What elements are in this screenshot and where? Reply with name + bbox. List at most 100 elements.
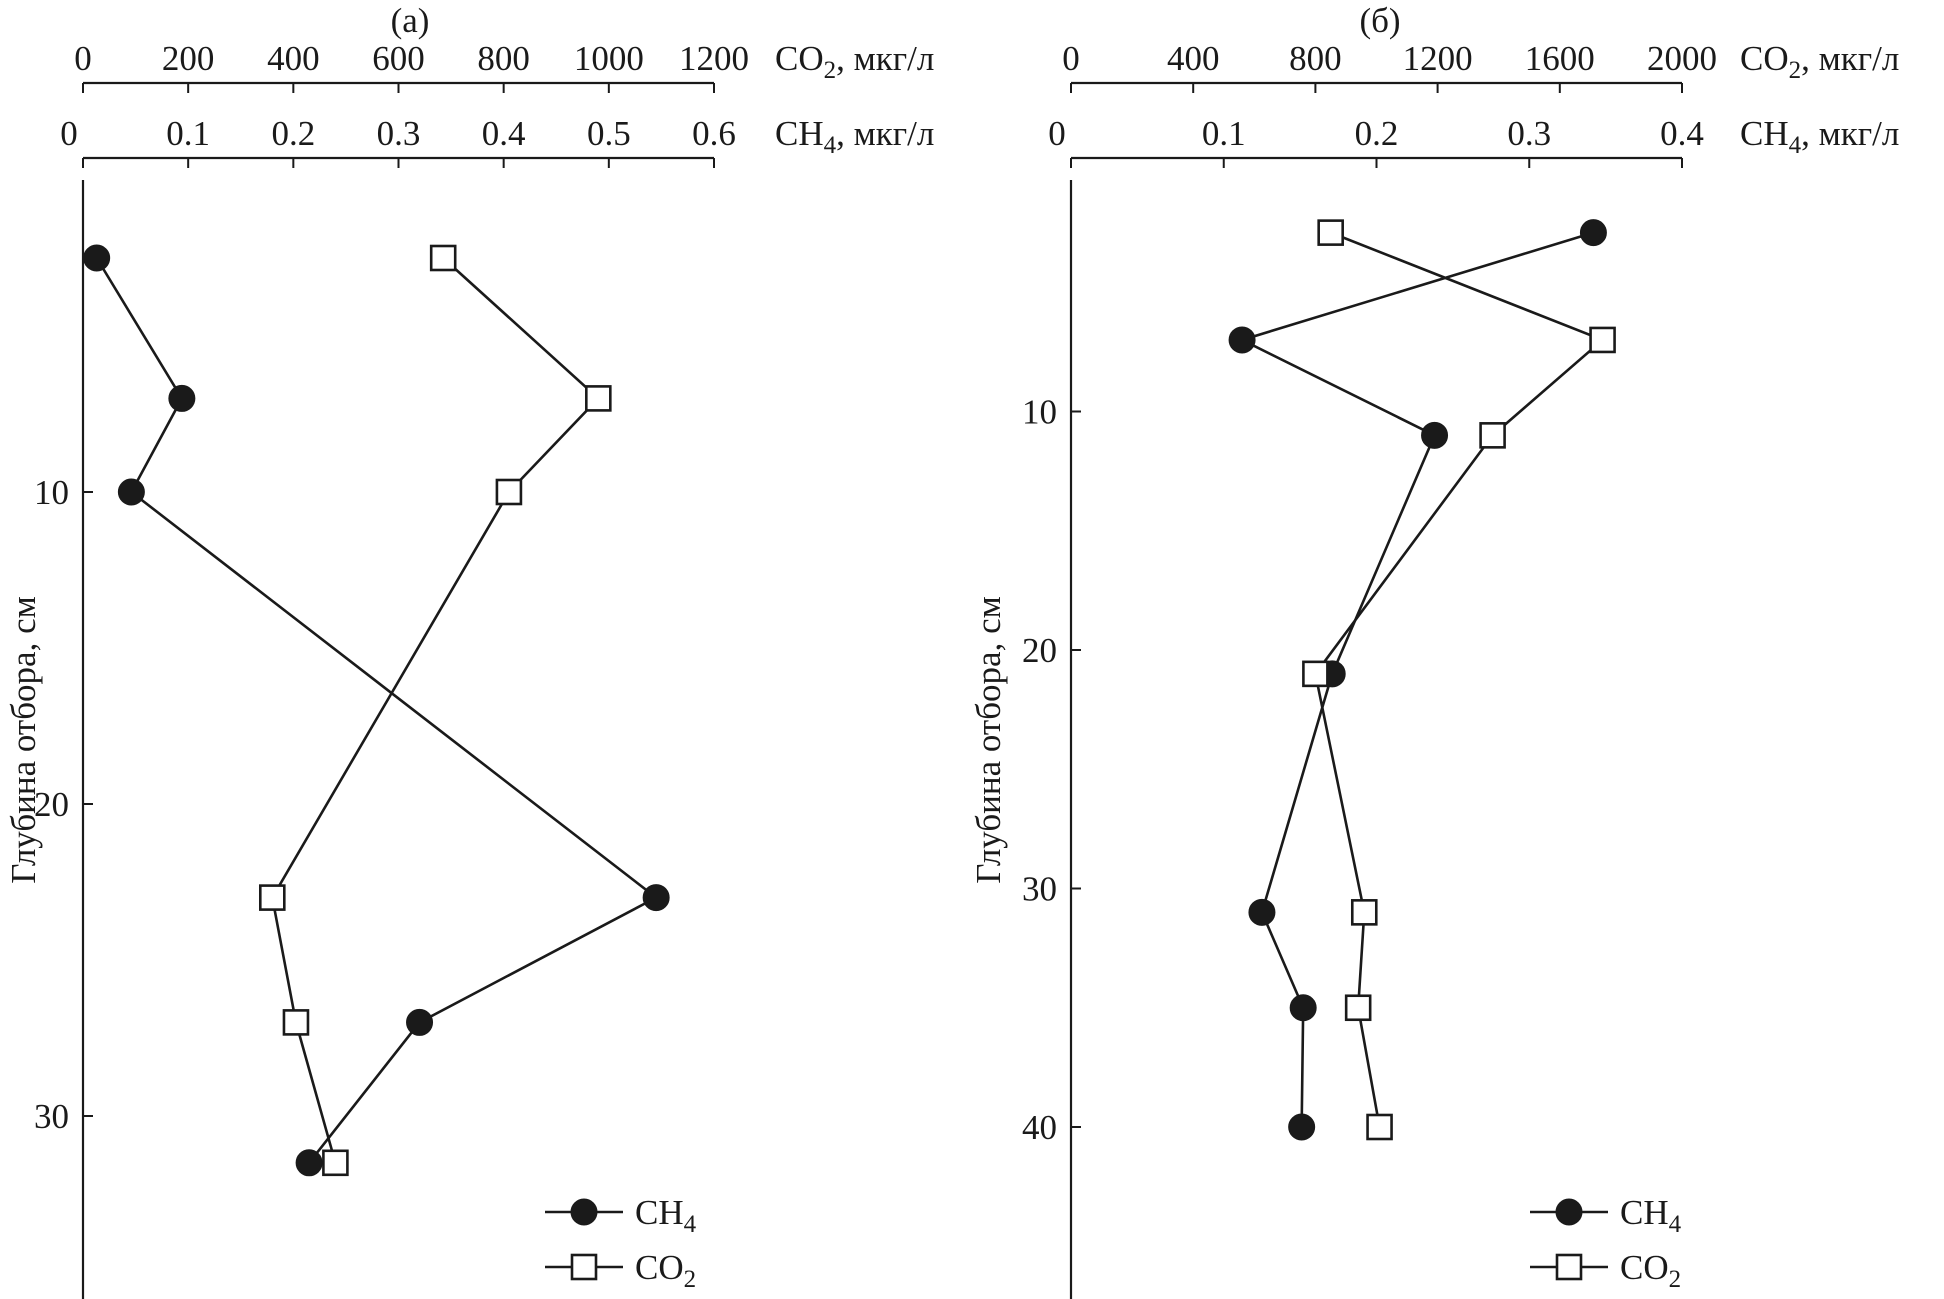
x-tick-label-ch4: 0.3: [1507, 114, 1551, 153]
point-ch4: [1228, 326, 1256, 354]
x-tick-label-ch4: 0.6: [692, 114, 736, 153]
x-axis-label-co2-main: CO: [1740, 39, 1789, 78]
legend-label-ch4-sub: 4: [1669, 1211, 1682, 1238]
x-axis-label-ch4-main: CH: [775, 114, 824, 153]
point-co2: [1302, 660, 1329, 688]
y-tick-label: 30: [1022, 870, 1057, 909]
x-tick-label-ch4: 0.4: [1660, 114, 1704, 153]
x-axis-label-ch4: CH4, мкг/л: [775, 114, 934, 159]
legend-label-ch4-main: CH: [1620, 1193, 1669, 1232]
x-axis-label-co2-rest: , мкг/л: [836, 39, 934, 78]
x-tick-label-co2: 1200: [679, 39, 749, 78]
legend-label-ch4: CH4: [635, 1193, 697, 1238]
point-co2: [585, 385, 612, 412]
point-co2: [1479, 422, 1506, 449]
point-ch4: [295, 1149, 323, 1177]
point-co2: [1366, 1113, 1393, 1141]
y-axis-label: Глубина отбора, см: [969, 596, 1008, 884]
y-tick-label: 10: [1022, 393, 1057, 432]
legend-label-co2: CO2: [635, 1248, 696, 1293]
x-tick-label-ch4: 0.5: [587, 114, 631, 153]
legend: CH4 CO2: [1530, 1193, 1682, 1293]
point-co2: [1344, 994, 1372, 1022]
legend-marker-co2: [1555, 1253, 1583, 1281]
series-line-ch4: [1238, 231, 1594, 1128]
x-axis-label-ch4-sub: 4: [1789, 132, 1802, 159]
point-ch4: [1288, 1113, 1316, 1141]
x-axis-label-co2-main: CO: [775, 39, 824, 78]
legend-label-ch4-main: CH: [635, 1193, 684, 1232]
x-tick-label-ch4: 0.2: [271, 114, 315, 153]
legend-label-ch4-sub: 4: [684, 1211, 697, 1238]
point-co2: [1350, 899, 1378, 926]
x-tick-label-ch4: 0: [60, 114, 78, 153]
x-tick-label-ch4: 0.1: [1202, 114, 1246, 153]
point-ch4: [1579, 219, 1607, 247]
point-co2: [282, 1009, 310, 1036]
point-ch4: [1421, 421, 1449, 449]
series-line-co2: [270, 257, 601, 1164]
panel-b: (б)0 400 800 1200 1600 2000 CO2, мкг/л0 0.1 0.2 0…: [969, 1, 1899, 1299]
x-axis-label-co2-sub: 2: [824, 57, 837, 84]
legend-label-co2: CO2: [1620, 1248, 1681, 1293]
x-axis-label-ch4-rest: , мкг/л: [836, 114, 934, 153]
point-ch4: [642, 884, 670, 912]
series-line-co2: [1314, 231, 1606, 1128]
y-tick-label: 10: [34, 473, 69, 512]
point-co2: [1317, 219, 1344, 246]
x-tick-label-co2: 800: [477, 39, 530, 78]
x-tick-label-co2: 200: [162, 39, 215, 78]
x-tick-label-ch4: 0.3: [377, 114, 421, 153]
point-ch4: [168, 384, 196, 412]
legend-marker-ch4: [1555, 1198, 1583, 1226]
x-tick-label-co2: 400: [267, 39, 320, 78]
x-axis-label-co2-rest: , мкг/л: [1801, 39, 1899, 78]
x-tick-label-co2: 0: [1062, 39, 1080, 78]
point-ch4: [1248, 898, 1276, 926]
x-tick-label-co2: 1600: [1525, 39, 1595, 78]
x-tick-label-co2: 400: [1167, 39, 1220, 78]
point-ch4: [1289, 994, 1317, 1022]
point-co2: [258, 884, 286, 911]
x-tick-label-co2: 800: [1289, 39, 1342, 78]
x-tick-label-co2: 2000: [1647, 39, 1717, 78]
x-axis-label-co2: CO2, мкг/л: [1740, 39, 1899, 84]
y-tick-label: 40: [1022, 1108, 1057, 1147]
panel-a: (а)0 200 400 600 800 1000 1200 CO2, мкг/л0 0.1 0.…: [4, 1, 934, 1299]
point-ch4: [406, 1008, 434, 1036]
point-ch4: [83, 244, 111, 272]
panel-title: (б): [1359, 1, 1400, 40]
panel-title: (а): [391, 1, 430, 40]
series-line-ch4: [95, 257, 659, 1164]
x-tick-label-ch4: 0.2: [1355, 114, 1399, 153]
legend-label-co2-sub: 2: [684, 1266, 697, 1293]
legend-label-ch4: CH4: [1620, 1193, 1682, 1238]
x-tick-label-co2: 1000: [574, 39, 644, 78]
point-co2: [429, 244, 457, 272]
x-tick-label-ch4: 0: [1048, 114, 1066, 153]
x-axis-label-ch4-rest: , мкг/л: [1801, 114, 1899, 153]
x-axis-label-ch4-main: CH: [1740, 114, 1789, 153]
x-tick-label-co2: 0: [74, 39, 92, 78]
legend-marker-co2: [570, 1253, 598, 1281]
point-ch4: [117, 478, 145, 506]
x-tick-label-ch4: 0.1: [166, 114, 210, 153]
legend-label-co2-sub: 2: [1669, 1266, 1682, 1293]
point-co2: [322, 1149, 349, 1177]
x-tick-label-co2: 600: [372, 39, 425, 78]
point-co2: [495, 478, 523, 506]
x-tick-label-ch4: 0.4: [482, 114, 526, 153]
x-axis-label-co2-sub: 2: [1789, 57, 1802, 84]
x-axis-label-ch4-sub: 4: [824, 132, 837, 159]
y-tick-label: 30: [34, 1097, 69, 1136]
x-axis-label-ch4: CH4, мкг/л: [1740, 114, 1899, 159]
y-tick-label: 20: [1022, 631, 1057, 670]
point-co2: [1589, 326, 1616, 354]
y-tick-label: 20: [34, 785, 69, 824]
legend-label-co2-main: CO: [635, 1248, 684, 1287]
x-tick-label-co2: 1200: [1403, 39, 1473, 78]
x-axis-label-co2: CO2, мкг/л: [775, 39, 934, 84]
legend-marker-ch4: [570, 1198, 598, 1226]
